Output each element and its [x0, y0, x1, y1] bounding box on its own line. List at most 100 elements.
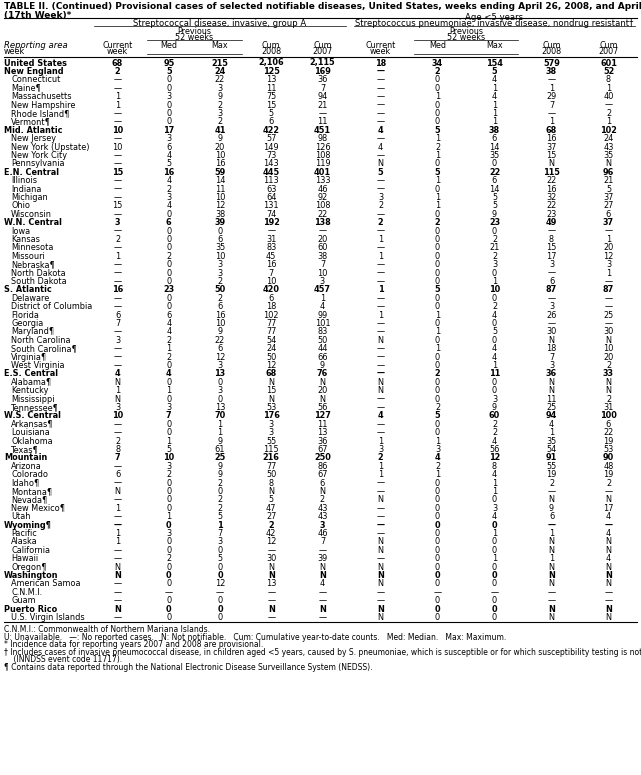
Text: Alaska: Alaska [11, 537, 38, 546]
Text: 32: 32 [546, 193, 556, 202]
Text: —: — [267, 596, 275, 605]
Text: 35: 35 [489, 151, 499, 160]
Text: 40: 40 [603, 92, 613, 101]
Text: 8: 8 [269, 478, 274, 487]
Text: 0: 0 [435, 294, 440, 303]
Text: 1: 1 [492, 84, 497, 93]
Text: 95: 95 [163, 58, 174, 67]
Text: 1: 1 [435, 202, 440, 210]
Text: 1: 1 [378, 252, 383, 260]
Text: 3: 3 [166, 403, 171, 412]
Text: 38: 38 [215, 210, 225, 219]
Text: 25: 25 [214, 453, 226, 463]
Text: 0: 0 [435, 361, 440, 370]
Text: Current: Current [103, 41, 133, 50]
Text: —: — [376, 512, 385, 521]
Text: 215: 215 [212, 58, 228, 67]
Text: —: — [376, 370, 385, 378]
Text: 2: 2 [115, 235, 120, 244]
Text: 2: 2 [606, 478, 611, 487]
Text: 0: 0 [492, 386, 497, 395]
Text: —: — [547, 587, 556, 597]
Text: 12: 12 [489, 453, 500, 463]
Text: 1: 1 [435, 470, 440, 479]
Text: 3: 3 [549, 361, 554, 370]
Text: 0: 0 [435, 504, 440, 513]
Text: 16: 16 [215, 311, 225, 319]
Text: 60: 60 [317, 243, 328, 253]
Text: 6: 6 [217, 235, 222, 244]
Text: 30: 30 [603, 327, 613, 336]
Text: —: — [113, 210, 122, 219]
Text: 12: 12 [603, 252, 613, 260]
Text: Montana¶: Montana¶ [11, 487, 52, 496]
Text: Arkansas¶: Arkansas¶ [11, 420, 53, 429]
Text: 5: 5 [606, 184, 611, 194]
Text: 77: 77 [266, 462, 276, 470]
Text: 15: 15 [112, 167, 123, 177]
Text: 5: 5 [492, 202, 497, 210]
Text: 1: 1 [378, 235, 383, 244]
Text: 1: 1 [166, 344, 171, 353]
Text: 0: 0 [217, 563, 222, 571]
Text: 3: 3 [166, 193, 171, 202]
Text: 3: 3 [549, 302, 554, 311]
Text: 12: 12 [215, 353, 225, 361]
Text: 83: 83 [317, 327, 328, 336]
Text: —: — [547, 75, 556, 84]
Text: —: — [319, 226, 326, 236]
Text: —: — [113, 495, 122, 505]
Text: 0: 0 [435, 420, 440, 429]
Text: 2: 2 [217, 504, 222, 513]
Text: 3: 3 [320, 277, 325, 286]
Text: Iowa: Iowa [11, 226, 30, 236]
Text: 0: 0 [435, 478, 440, 487]
Text: 15: 15 [112, 202, 123, 210]
Text: 5: 5 [435, 412, 440, 420]
Text: 2: 2 [217, 294, 222, 303]
Text: 4: 4 [606, 529, 611, 538]
Text: 2007: 2007 [312, 47, 333, 56]
Text: 1: 1 [378, 436, 383, 446]
Text: 43: 43 [317, 512, 328, 521]
Text: 2: 2 [166, 353, 171, 361]
Text: 0: 0 [492, 596, 497, 605]
Text: Arizona: Arizona [11, 462, 42, 470]
Text: 6: 6 [549, 277, 554, 286]
Text: —: — [165, 587, 173, 597]
Text: E.N. Central: E.N. Central [4, 167, 59, 177]
Text: —: — [376, 151, 385, 160]
Text: 0: 0 [435, 277, 440, 286]
Text: 10: 10 [112, 412, 123, 420]
Text: N: N [378, 546, 383, 555]
Text: 0: 0 [435, 487, 440, 496]
Text: 3: 3 [166, 529, 171, 538]
Text: 0: 0 [166, 226, 171, 236]
Text: —: — [376, 487, 385, 496]
Text: N: N [378, 613, 383, 622]
Text: 0: 0 [166, 268, 171, 277]
Text: 0: 0 [166, 109, 171, 118]
Text: 1: 1 [378, 311, 383, 319]
Text: 176: 176 [263, 412, 279, 420]
Text: 2: 2 [166, 336, 171, 345]
Text: —: — [433, 587, 442, 597]
Text: Previous: Previous [178, 27, 212, 36]
Text: 0: 0 [166, 235, 171, 244]
Text: 0: 0 [435, 529, 440, 538]
Text: 1: 1 [166, 436, 171, 446]
Text: 6: 6 [492, 134, 497, 143]
Text: 2: 2 [492, 428, 497, 437]
Text: 2: 2 [217, 117, 222, 126]
Text: —: — [376, 109, 385, 118]
Text: 37: 37 [603, 193, 613, 202]
Text: 3: 3 [115, 336, 120, 345]
Text: 1: 1 [606, 268, 611, 277]
Text: N: N [549, 377, 554, 387]
Text: 154: 154 [486, 58, 503, 67]
Text: 0: 0 [435, 75, 440, 84]
Text: 9: 9 [217, 92, 222, 101]
Text: 6: 6 [269, 117, 274, 126]
Text: 50: 50 [317, 336, 328, 345]
Text: 0: 0 [166, 579, 171, 588]
